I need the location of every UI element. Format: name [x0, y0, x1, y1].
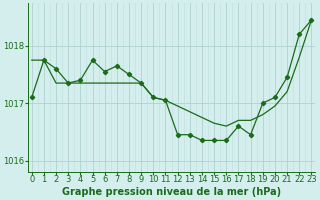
- X-axis label: Graphe pression niveau de la mer (hPa): Graphe pression niveau de la mer (hPa): [62, 187, 281, 197]
